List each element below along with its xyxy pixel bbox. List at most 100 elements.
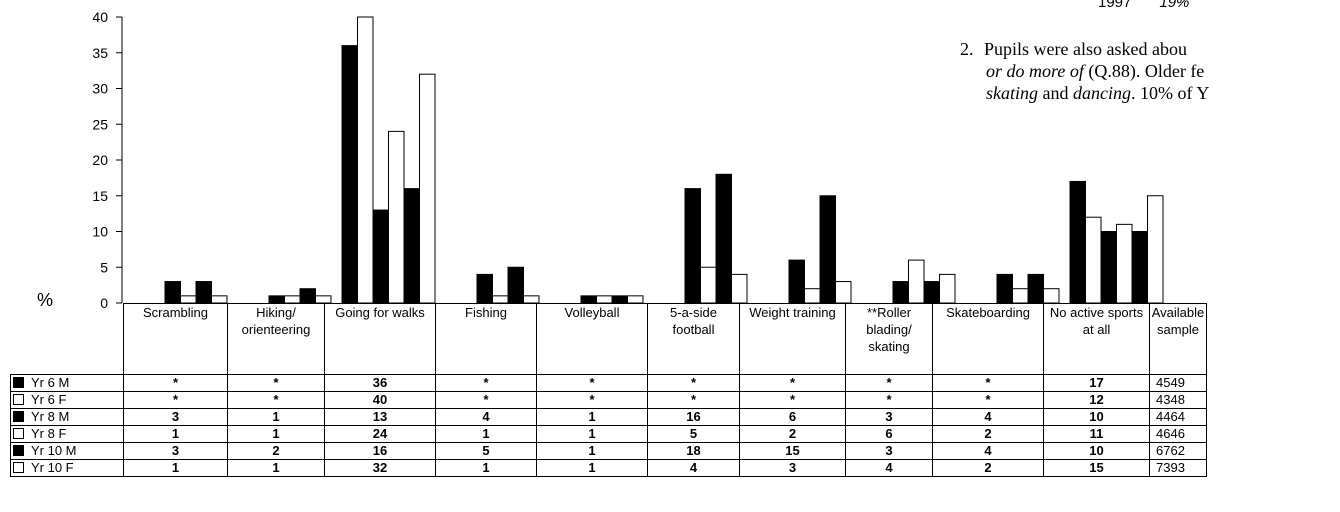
- data-label: 1: [536, 459, 648, 477]
- sample-size: 4549: [1149, 374, 1207, 392]
- bar: [164, 281, 181, 304]
- data-label: 24: [324, 425, 436, 443]
- paragraph-text-4: . 10% of Y: [1131, 83, 1210, 103]
- bar: [211, 295, 228, 304]
- data-label: 18: [647, 442, 740, 460]
- bar: [892, 281, 909, 304]
- series-name: Yr 10 M: [31, 443, 77, 458]
- data-label: 1: [227, 425, 325, 443]
- column-header: Going for walks: [324, 303, 436, 375]
- table-row: Yr 10 M 3 2 16 5 1 18 15 3 4 10 6762: [10, 442, 1207, 460]
- bar: [996, 273, 1013, 304]
- column-header: No active sports at all: [1043, 303, 1150, 375]
- y-tick-label: 20: [92, 152, 108, 168]
- data-label: 1: [123, 425, 228, 443]
- bar: [523, 295, 540, 304]
- bar: [284, 295, 301, 304]
- bar: [908, 259, 925, 304]
- bar: [1027, 273, 1044, 304]
- bar: [715, 173, 732, 304]
- column-header: 5-a-side football: [647, 303, 740, 375]
- data-label: 3: [123, 442, 228, 460]
- legend-swatch: [13, 394, 24, 405]
- data-label: *: [227, 391, 325, 409]
- data-label: 32: [324, 459, 436, 477]
- bar: [492, 295, 509, 304]
- data-label: 11: [1043, 425, 1150, 443]
- bar: [627, 295, 644, 304]
- data-label: 13: [324, 408, 436, 426]
- data-label: *: [845, 374, 933, 392]
- data-label: 17: [1043, 374, 1150, 392]
- bar: [835, 281, 852, 304]
- data-label: 1: [435, 425, 537, 443]
- bar: [611, 295, 628, 304]
- data-label: *: [739, 391, 846, 409]
- data-label: 1: [536, 425, 648, 443]
- data-label: 1: [227, 408, 325, 426]
- data-label: 4: [845, 459, 933, 477]
- data-label: 10: [1043, 408, 1150, 426]
- column-header-sample: Available sample: [1149, 303, 1207, 375]
- column-header: Fishing: [435, 303, 537, 375]
- data-label: *: [435, 391, 537, 409]
- column-header: Hiking/ orienteering: [227, 303, 325, 375]
- bar: [476, 273, 493, 304]
- y-tick-label: 40: [92, 9, 108, 25]
- data-label: 1: [123, 459, 228, 477]
- y-tick-label: 30: [92, 81, 108, 97]
- data-label: 3: [739, 459, 846, 477]
- data-label: 15: [739, 442, 846, 460]
- series-label: Yr 10 M: [10, 442, 124, 460]
- data-label: 3: [845, 442, 933, 460]
- table-row: Yr 6 M * * 36 * * * * * * 17 4549: [10, 374, 1207, 392]
- bar: [180, 295, 197, 304]
- data-label: 2: [227, 442, 325, 460]
- data-label: *: [932, 374, 1044, 392]
- data-label: 15: [1043, 459, 1150, 477]
- table-header-row: Scrambling Hiking/ orienteering Going fo…: [10, 303, 1207, 375]
- data-label: 1: [536, 442, 648, 460]
- data-label: 2: [739, 425, 846, 443]
- bar: [684, 188, 701, 304]
- bar: [341, 45, 358, 304]
- sample-size: 4464: [1149, 408, 1207, 426]
- paragraph-text-3: and: [1038, 83, 1073, 103]
- data-label: 5: [435, 442, 537, 460]
- y-tick-label: 15: [92, 188, 108, 204]
- data-label: 10: [1043, 442, 1150, 460]
- year-value: 19%: [1159, 0, 1190, 11]
- bar: [1131, 231, 1148, 304]
- series-label: Yr 8 M: [10, 408, 124, 426]
- series-name: Yr 6 F: [31, 392, 67, 407]
- legend-swatch: [13, 377, 24, 388]
- bar: [1147, 195, 1164, 304]
- data-label: 2: [932, 459, 1044, 477]
- data-label: *: [227, 374, 325, 392]
- bar: [299, 288, 316, 304]
- bar: [1100, 231, 1117, 304]
- data-label: *: [435, 374, 537, 392]
- data-label: 40: [324, 391, 436, 409]
- bar: [372, 209, 389, 304]
- data-label: 36: [324, 374, 436, 392]
- sample-size: 4348: [1149, 391, 1207, 409]
- paragraph-text-2: (Q.88). Older fe: [1083, 61, 1205, 81]
- data-label: 3: [845, 408, 933, 426]
- bar: [819, 195, 836, 304]
- bar: [580, 295, 597, 304]
- data-label: 2: [932, 425, 1044, 443]
- y-tick-label: 5: [100, 259, 108, 275]
- data-label: *: [123, 374, 228, 392]
- bar: [357, 16, 374, 304]
- data-label: 4: [435, 408, 537, 426]
- series-name: Yr 6 M: [31, 375, 70, 390]
- data-label: 1: [536, 408, 648, 426]
- column-header: Weight training: [739, 303, 846, 375]
- paragraph-line-1: 2. Pupils were also asked abou: [960, 39, 1187, 60]
- table-row: Yr 10 F 1 1 32 1 1 4 3 4 2 15 7393: [10, 459, 1207, 477]
- paragraph-italic-2: skating: [986, 83, 1038, 103]
- column-header: Volleyball: [536, 303, 648, 375]
- data-label: *: [845, 391, 933, 409]
- paragraph-number: 2.: [960, 39, 974, 59]
